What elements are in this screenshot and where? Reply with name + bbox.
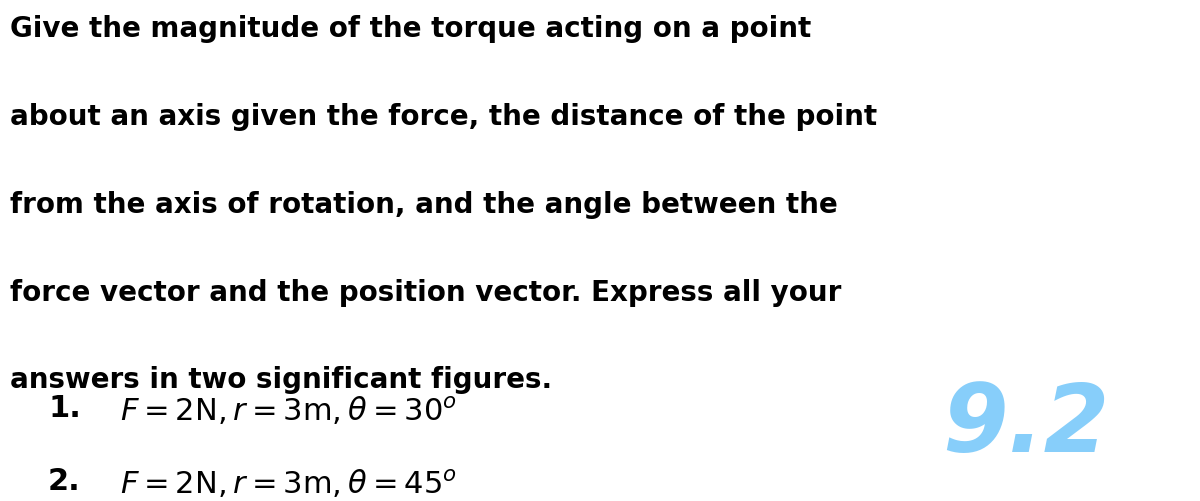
Text: 2.: 2. (48, 466, 80, 495)
Text: $F = 2\mathrm{N},r = 3\mathrm{m},\theta = 45^{o}$: $F = 2\mathrm{N},r = 3\mathrm{m},\theta … (120, 466, 457, 498)
Text: 9.2: 9.2 (942, 379, 1110, 471)
Text: answers in two significant figures.: answers in two significant figures. (10, 366, 552, 394)
Text: $F = 2\mathrm{N},r = 3\mathrm{m},\theta = 30^{o}$: $F = 2\mathrm{N},r = 3\mathrm{m},\theta … (120, 393, 457, 425)
Text: about an axis given the force, the distance of the point: about an axis given the force, the dista… (10, 103, 877, 131)
Text: force vector and the position vector. Express all your: force vector and the position vector. Ex… (10, 278, 841, 306)
Text: Give the magnitude of the torque acting on a point: Give the magnitude of the torque acting … (10, 15, 811, 43)
Text: from the axis of rotation, and the angle between the: from the axis of rotation, and the angle… (10, 190, 838, 218)
Text: 1.: 1. (48, 393, 80, 422)
